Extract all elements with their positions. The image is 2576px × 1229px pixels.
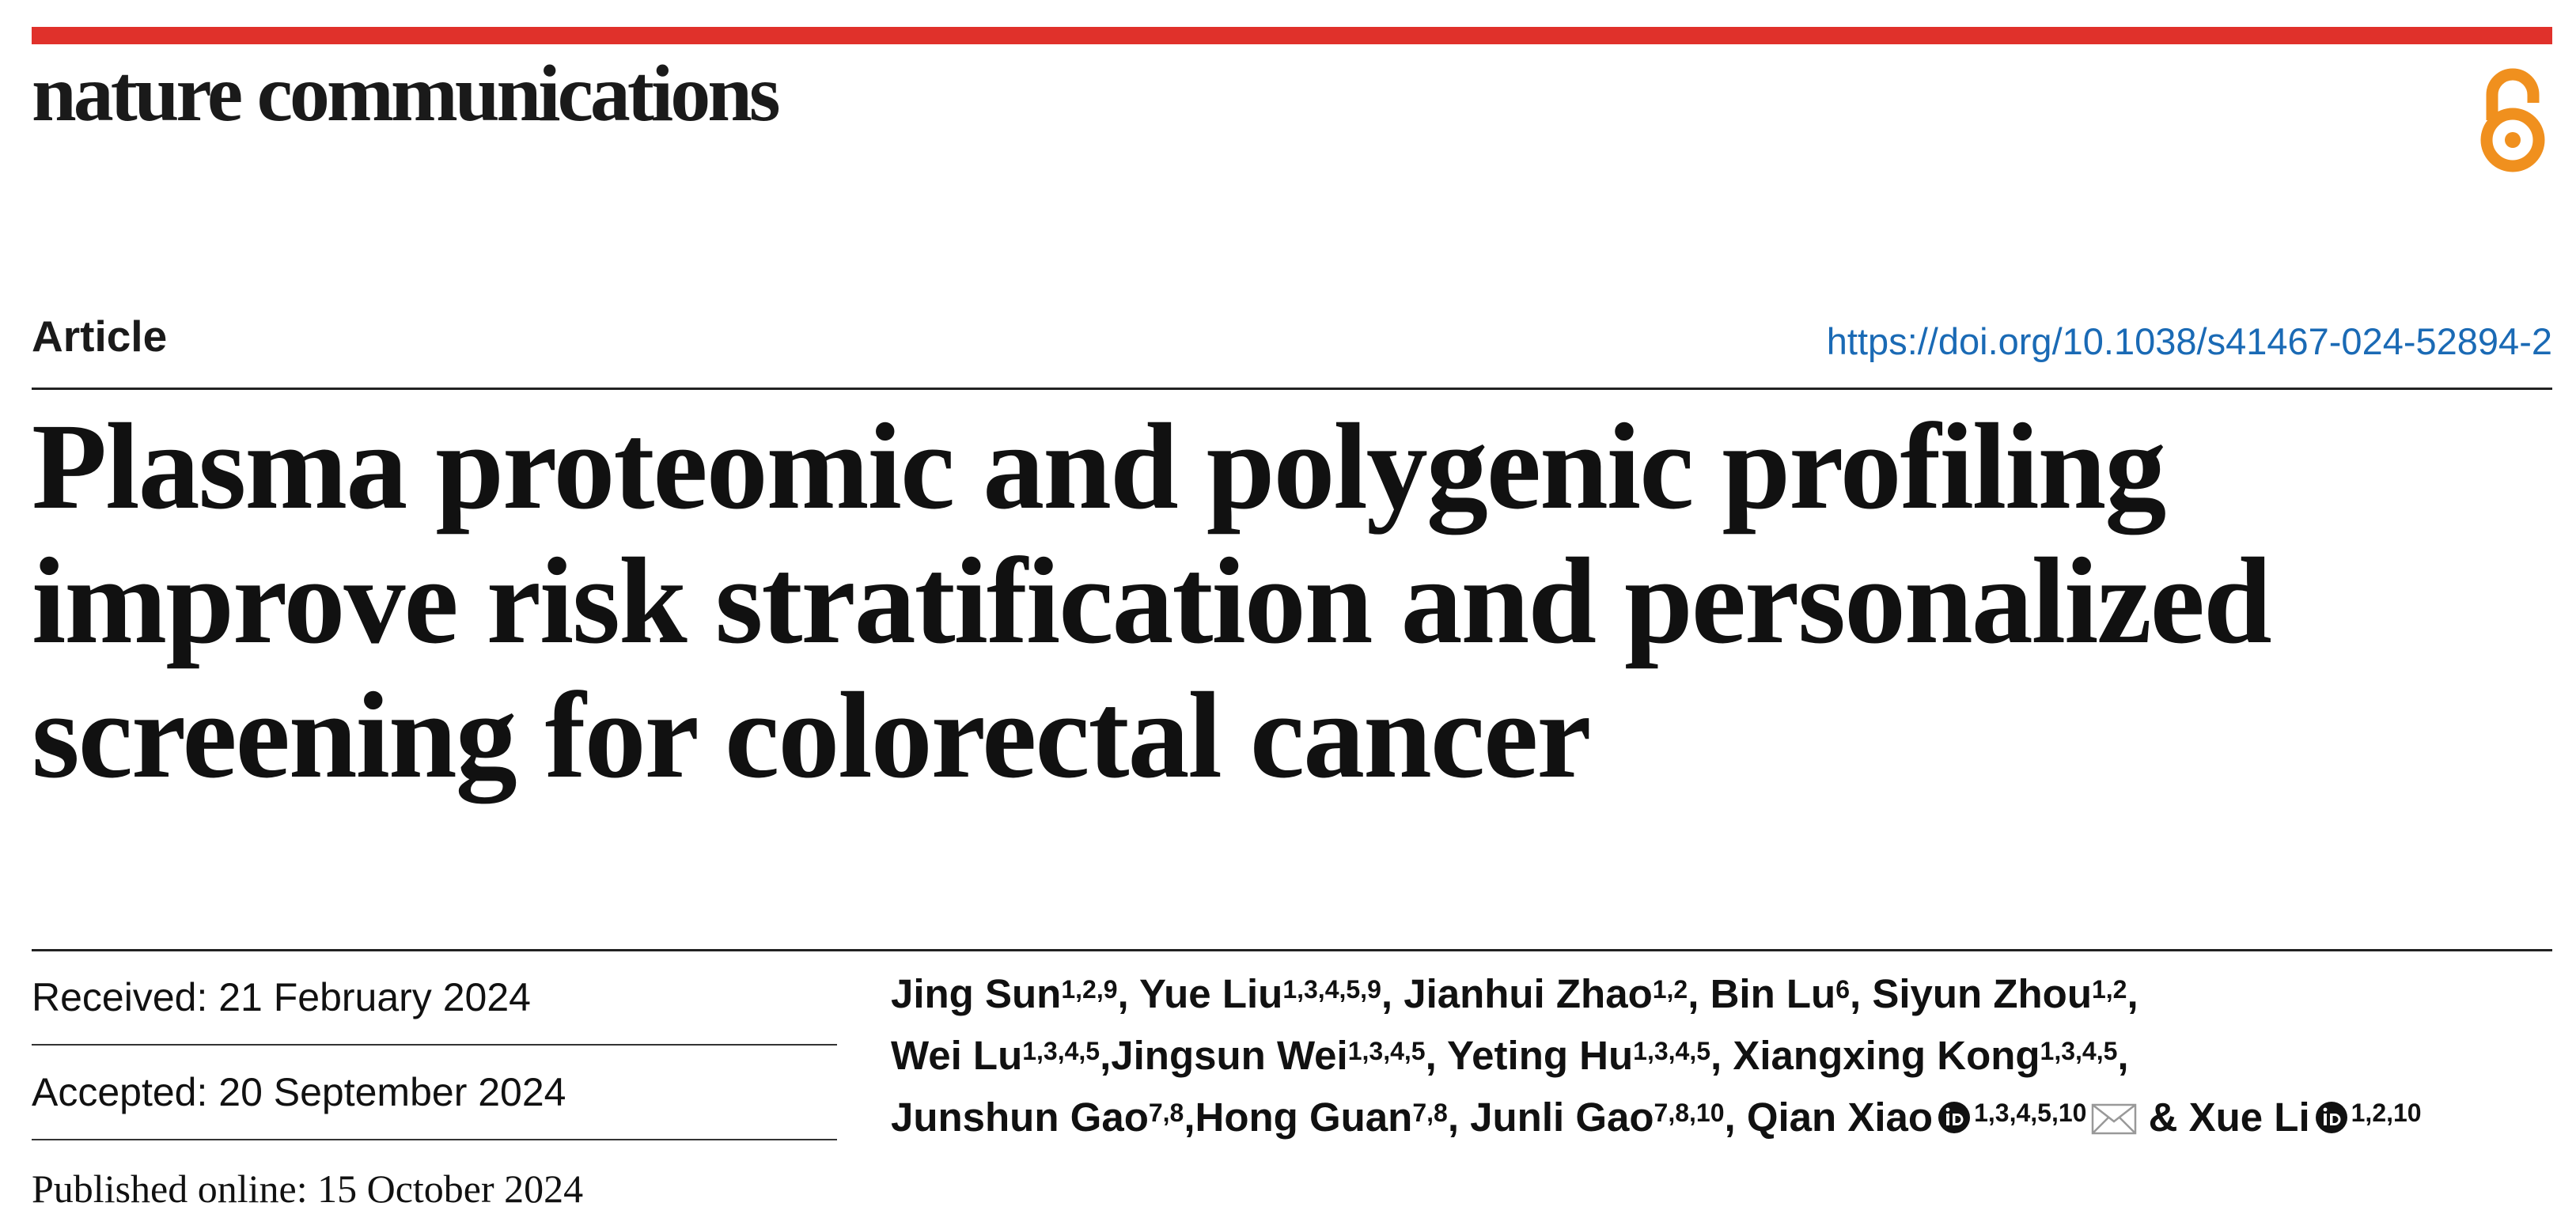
author-name[interactable]: Jing Sun1,2,9 xyxy=(891,971,1118,1016)
author-affiliation: 1,3,4,5 xyxy=(2040,1037,2118,1065)
author-name[interactable]: Junli Gao7,8,10 xyxy=(1470,1095,1724,1140)
header-divider xyxy=(32,388,2552,390)
author-name[interactable]: Wei Lu1,3,4,5 xyxy=(891,1033,1100,1078)
author-name-text: Junshun Gao xyxy=(891,1095,1149,1140)
author-name-text: Hong Guan xyxy=(1195,1095,1413,1140)
author-name-text: Jingsun Wei xyxy=(1111,1033,1348,1078)
received-date: Received: 21 February 2024 xyxy=(32,975,531,1019)
author-affiliation: 1,3,4,5,9 xyxy=(1282,975,1381,1004)
author-affiliation: 7,8,10 xyxy=(1654,1099,1725,1127)
author-name[interactable]: Bin Lu6 xyxy=(1710,971,1850,1016)
author-affiliation: 7,8 xyxy=(1148,1099,1184,1127)
article-title: Plasma proteomic and polygenic profiling… xyxy=(32,398,2272,804)
orcid-icon[interactable] xyxy=(1938,1101,1971,1134)
author-affiliation: 7,8 xyxy=(1412,1099,1448,1127)
author-affiliation: 1,3,4,5 xyxy=(1022,1037,1100,1065)
author-affiliation: 1,3,4,5 xyxy=(1633,1037,1711,1065)
author-name-text: Junli Gao xyxy=(1470,1095,1654,1140)
author-name-text: Jing Sun xyxy=(891,971,1062,1016)
accepted-date: Accepted: 20 September 2024 xyxy=(32,1070,566,1114)
author-affiliation: 1,2,9 xyxy=(1061,975,1118,1004)
author-affiliation: 1,3,4,5,10 xyxy=(1974,1099,2087,1127)
author-name[interactable]: Jingsun Wei1,3,4,5 xyxy=(1111,1033,1425,1078)
author-name[interactable]: Siyun Zhou1,2 xyxy=(1872,971,2127,1016)
author-name[interactable]: Xiangxing Kong1,3,4,5 xyxy=(1733,1033,2117,1078)
author-name[interactable]: Qian Xiao 1,3,4,5,10 xyxy=(1747,1095,2138,1140)
author-name[interactable]: Xue Li 1,2,10 xyxy=(2189,1095,2422,1140)
doi-link[interactable]: https://doi.org/10.1038/s41467-024-52894… xyxy=(1826,320,2552,362)
journal-accent-bar xyxy=(32,27,2552,44)
author-affiliation: 1,2,10 xyxy=(2351,1099,2422,1127)
author-name[interactable]: Yue Liu1,3,4,5,9 xyxy=(1139,971,1381,1016)
author-affiliation: 6 xyxy=(1835,975,1850,1004)
author-affiliation: 1,2 xyxy=(1652,975,1688,1004)
author-list: Jing Sun1,2,9, Yue Liu1,3,4,5,9, Jianhui… xyxy=(891,971,2422,1140)
date-divider xyxy=(32,1139,837,1140)
author-name[interactable]: Hong Guan7,8 xyxy=(1195,1095,1448,1140)
published-date: Published online: 15 October 2024 xyxy=(32,1167,584,1211)
author-name[interactable]: Junshun Gao7,8 xyxy=(891,1095,1184,1140)
title-divider xyxy=(32,949,2552,951)
author-name[interactable]: Yeting Hu1,3,4,5 xyxy=(1447,1033,1710,1078)
author-name-text: Jianhui Zhao xyxy=(1404,971,1653,1016)
author-name-text: Xue Li xyxy=(2188,1095,2310,1140)
author-name-text: Siyun Zhou xyxy=(1872,971,2092,1016)
date-divider xyxy=(32,1044,837,1046)
email-envelope-icon[interactable] xyxy=(2091,1102,2137,1136)
article-type-label: Article xyxy=(32,312,168,361)
author-name[interactable]: Jianhui Zhao1,2 xyxy=(1404,971,1688,1016)
open-access-lock-icon[interactable] xyxy=(2473,59,2552,177)
author-name-text: Xiangxing Kong xyxy=(1733,1033,2040,1078)
author-name-text: Yue Liu xyxy=(1138,971,1283,1016)
author-affiliation: 1,3,4,5 xyxy=(1347,1037,1426,1065)
author-name-text: Wei Lu xyxy=(891,1033,1023,1078)
author-affiliation: 1,2 xyxy=(2091,975,2127,1004)
author-name-text: Qian Xiao xyxy=(1746,1095,1934,1140)
author-name-text: Yeting Hu xyxy=(1446,1033,1634,1078)
journal-logo[interactable]: nature communications xyxy=(32,49,781,138)
orcid-icon[interactable] xyxy=(2315,1101,2348,1134)
author-name-text: Bin Lu xyxy=(1710,971,1836,1016)
